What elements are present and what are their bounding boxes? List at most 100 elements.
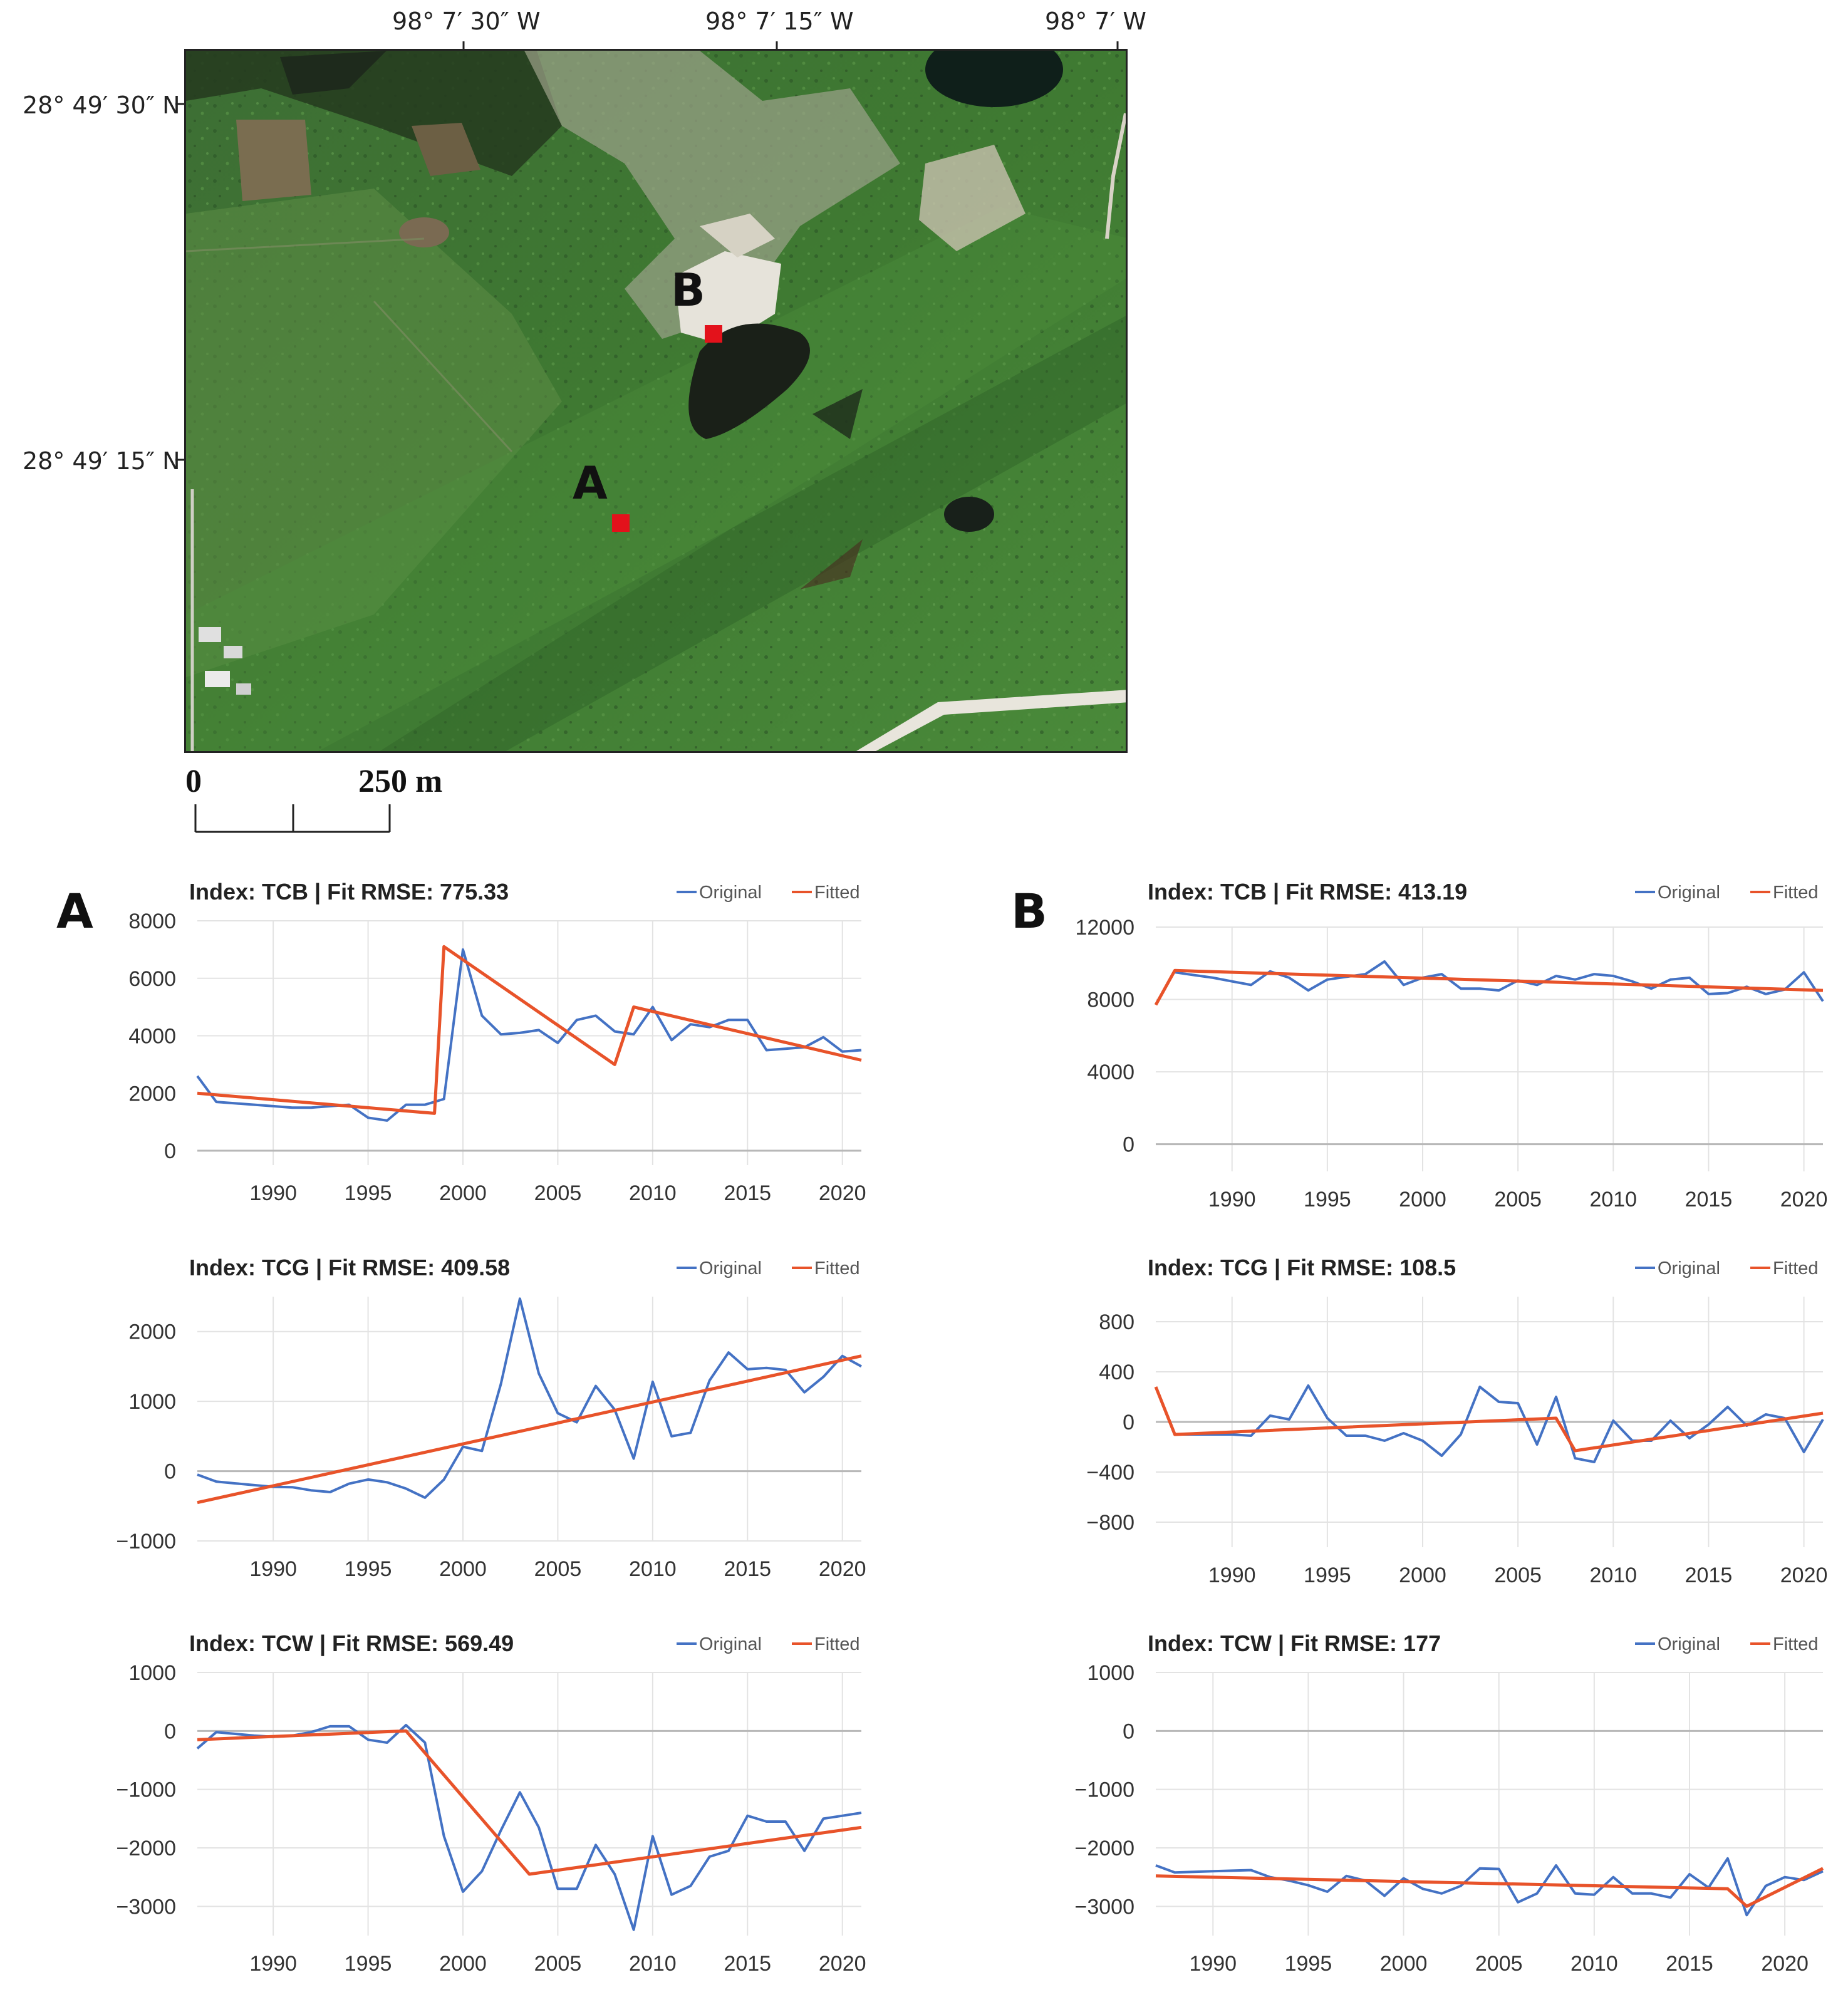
chart-svg: Index: TCB | Fit RMSE: 775.33 Original Fit… (128, 879, 866, 1205)
x-tick-label: 2000 (1399, 1188, 1446, 1211)
x-tick-label: 2000 (1380, 1952, 1428, 1976)
map-figure: 98° 7′ 30″ W 98° 7′ 15″ W 98° 7′ W 28° 4… (0, 0, 1190, 839)
x-tick-label: 2000 (1399, 1563, 1446, 1587)
y-tick-label: 800 (1099, 1310, 1134, 1334)
series-original-line (197, 1297, 862, 1499)
y-tick-label: 12000 (1075, 916, 1134, 940)
map-ticks (175, 41, 1119, 461)
y-tick-label: −400 (1086, 1461, 1134, 1485)
chart-svg: Index: TCG | Fit RMSE: 409.58 Original Fit… (117, 1255, 866, 1581)
x-tick-label: 2020 (819, 1952, 866, 1976)
chart-title: Index: TCG | Fit RMSE: 108.5 (1148, 1255, 1456, 1281)
site-marker-a (612, 514, 630, 532)
y-tick-label: 8000 (128, 910, 176, 933)
series-original-line (1175, 1384, 1824, 1463)
legend-label-fitted: Fitted (814, 1634, 860, 1654)
x-tick-label: 1995 (345, 1952, 392, 1976)
x-tick-label: 2015 (1685, 1563, 1733, 1587)
legend-label-fitted: Fitted (1773, 1258, 1819, 1278)
series-original-line (1175, 960, 1824, 1002)
x-tick-label: 2020 (1780, 1188, 1828, 1211)
x-tick-label: 1990 (249, 1952, 297, 1976)
series-original-line (1155, 1857, 1824, 1917)
x-tick-label: 2020 (1761, 1952, 1809, 1976)
x-tick-label: 1995 (1285, 1952, 1332, 1976)
lon-label-2: 98° 7′ 15″ W (705, 8, 854, 35)
legend-label-original: Original (699, 1258, 762, 1278)
y-tick-label: −2000 (1075, 1837, 1135, 1860)
legend-label-fitted: Fitted (1773, 1634, 1819, 1654)
legend-label-original: Original (699, 883, 762, 903)
legend-label-original: Original (1658, 1634, 1720, 1654)
y-tick-label: 0 (164, 1139, 176, 1163)
scale-distance-label: 250 m (358, 764, 443, 799)
y-tick-label: 8000 (1087, 988, 1134, 1012)
x-tick-label: 1990 (249, 1557, 297, 1581)
y-tick-label: −1000 (117, 1778, 177, 1802)
lon-label-3: 98° 7′ W (1045, 8, 1146, 35)
y-tick-label: −800 (1086, 1511, 1134, 1535)
chart-b-tcw: Index: TCW | Fit RMSE: 177 Original Fitted… (1040, 1622, 1835, 2004)
legend-label-fitted: Fitted (814, 1258, 860, 1278)
x-tick-label: 2015 (724, 1181, 771, 1205)
legend-label-original: Original (699, 1634, 762, 1654)
panel-b-label: B (1011, 883, 1047, 939)
x-tick-label: 2010 (629, 1181, 677, 1205)
chart-a-tcg: Index: TCG | Fit RMSE: 409.58 Original Fit… (81, 1247, 877, 1610)
series-fitted-line (1154, 1386, 1824, 1453)
x-tick-label: 1990 (1208, 1188, 1256, 1211)
x-tick-label: 2010 (629, 1952, 677, 1976)
legend-label-fitted: Fitted (814, 883, 860, 903)
series-fitted-line (197, 945, 862, 1115)
chart-title: Index: TCB | Fit RMSE: 775.33 (189, 879, 509, 905)
x-tick-label: 2015 (1685, 1188, 1733, 1211)
legend-label-fitted: Fitted (1773, 883, 1819, 903)
chart-a-tcw: Index: TCW | Fit RMSE: 569.49 Original Fit… (81, 1622, 877, 2004)
x-tick-label: 2005 (1494, 1563, 1542, 1587)
y-tick-label: 2000 (128, 1082, 176, 1106)
series-fitted-line (197, 1729, 862, 1876)
y-tick-label: 0 (1123, 1411, 1134, 1434)
y-tick-label: 0 (1123, 1133, 1134, 1157)
x-tick-label: 2020 (1780, 1563, 1828, 1587)
y-tick-label: 6000 (128, 967, 176, 991)
x-tick-label: 2005 (1475, 1952, 1523, 1976)
scale-zero-label: 0 (185, 764, 202, 799)
chart-svg: Index: TCG | Fit RMSE: 108.5 Original Fitt… (1086, 1255, 1828, 1587)
y-tick-label: 400 (1099, 1361, 1134, 1384)
y-tick-label: 1000 (1087, 1661, 1134, 1685)
y-tick-label: −1000 (1075, 1778, 1135, 1802)
chart-b-tcg: Index: TCG | Fit RMSE: 108.5 Original Fitt… (1040, 1247, 1835, 1610)
x-tick-label: 2010 (1570, 1952, 1618, 1976)
y-tick-label: −3000 (1075, 1895, 1135, 1919)
y-tick-label: 1000 (128, 1661, 176, 1685)
site-marker-b (705, 325, 722, 343)
chart-b-tcb: Index: TCB | Fit RMSE: 413.19 Original Fit… (1040, 871, 1835, 1234)
chart-title: Index: TCG | Fit RMSE: 409.58 (189, 1255, 510, 1281)
chart-svg: Index: TCW | Fit RMSE: 569.49 Original Fit… (117, 1631, 866, 1976)
series-original-line (196, 948, 862, 1122)
y-tick-label: 4000 (128, 1025, 176, 1049)
site-label-b: B (671, 264, 705, 316)
x-tick-label: 2010 (1589, 1563, 1637, 1587)
series-fitted-line (197, 1354, 862, 1505)
x-tick-label: 1995 (345, 1557, 392, 1581)
lat-label-1: 28° 49′ 30″ N (23, 91, 180, 119)
site-label-a: A (573, 457, 608, 509)
scale-bar (194, 804, 391, 833)
x-tick-label: 2020 (819, 1557, 866, 1581)
x-tick-label: 1995 (1304, 1188, 1351, 1211)
x-tick-label: 2005 (1494, 1188, 1542, 1211)
y-tick-label: 2000 (128, 1320, 176, 1344)
chart-svg: Index: TCW | Fit RMSE: 177 Original Fitted… (1075, 1631, 1824, 1976)
x-tick-label: 1995 (345, 1181, 392, 1205)
x-tick-label: 1990 (1189, 1952, 1237, 1976)
chart-title: Index: TCB | Fit RMSE: 413.19 (1148, 879, 1467, 905)
x-tick-label: 2000 (439, 1557, 487, 1581)
y-tick-label: 0 (1123, 1719, 1134, 1743)
satellite-image: B A (184, 49, 1128, 753)
x-tick-label: 2000 (439, 1181, 487, 1205)
series-fitted-line (1154, 968, 1824, 1006)
legend-label-original: Original (1658, 1258, 1720, 1278)
y-tick-label: −2000 (117, 1837, 177, 1860)
